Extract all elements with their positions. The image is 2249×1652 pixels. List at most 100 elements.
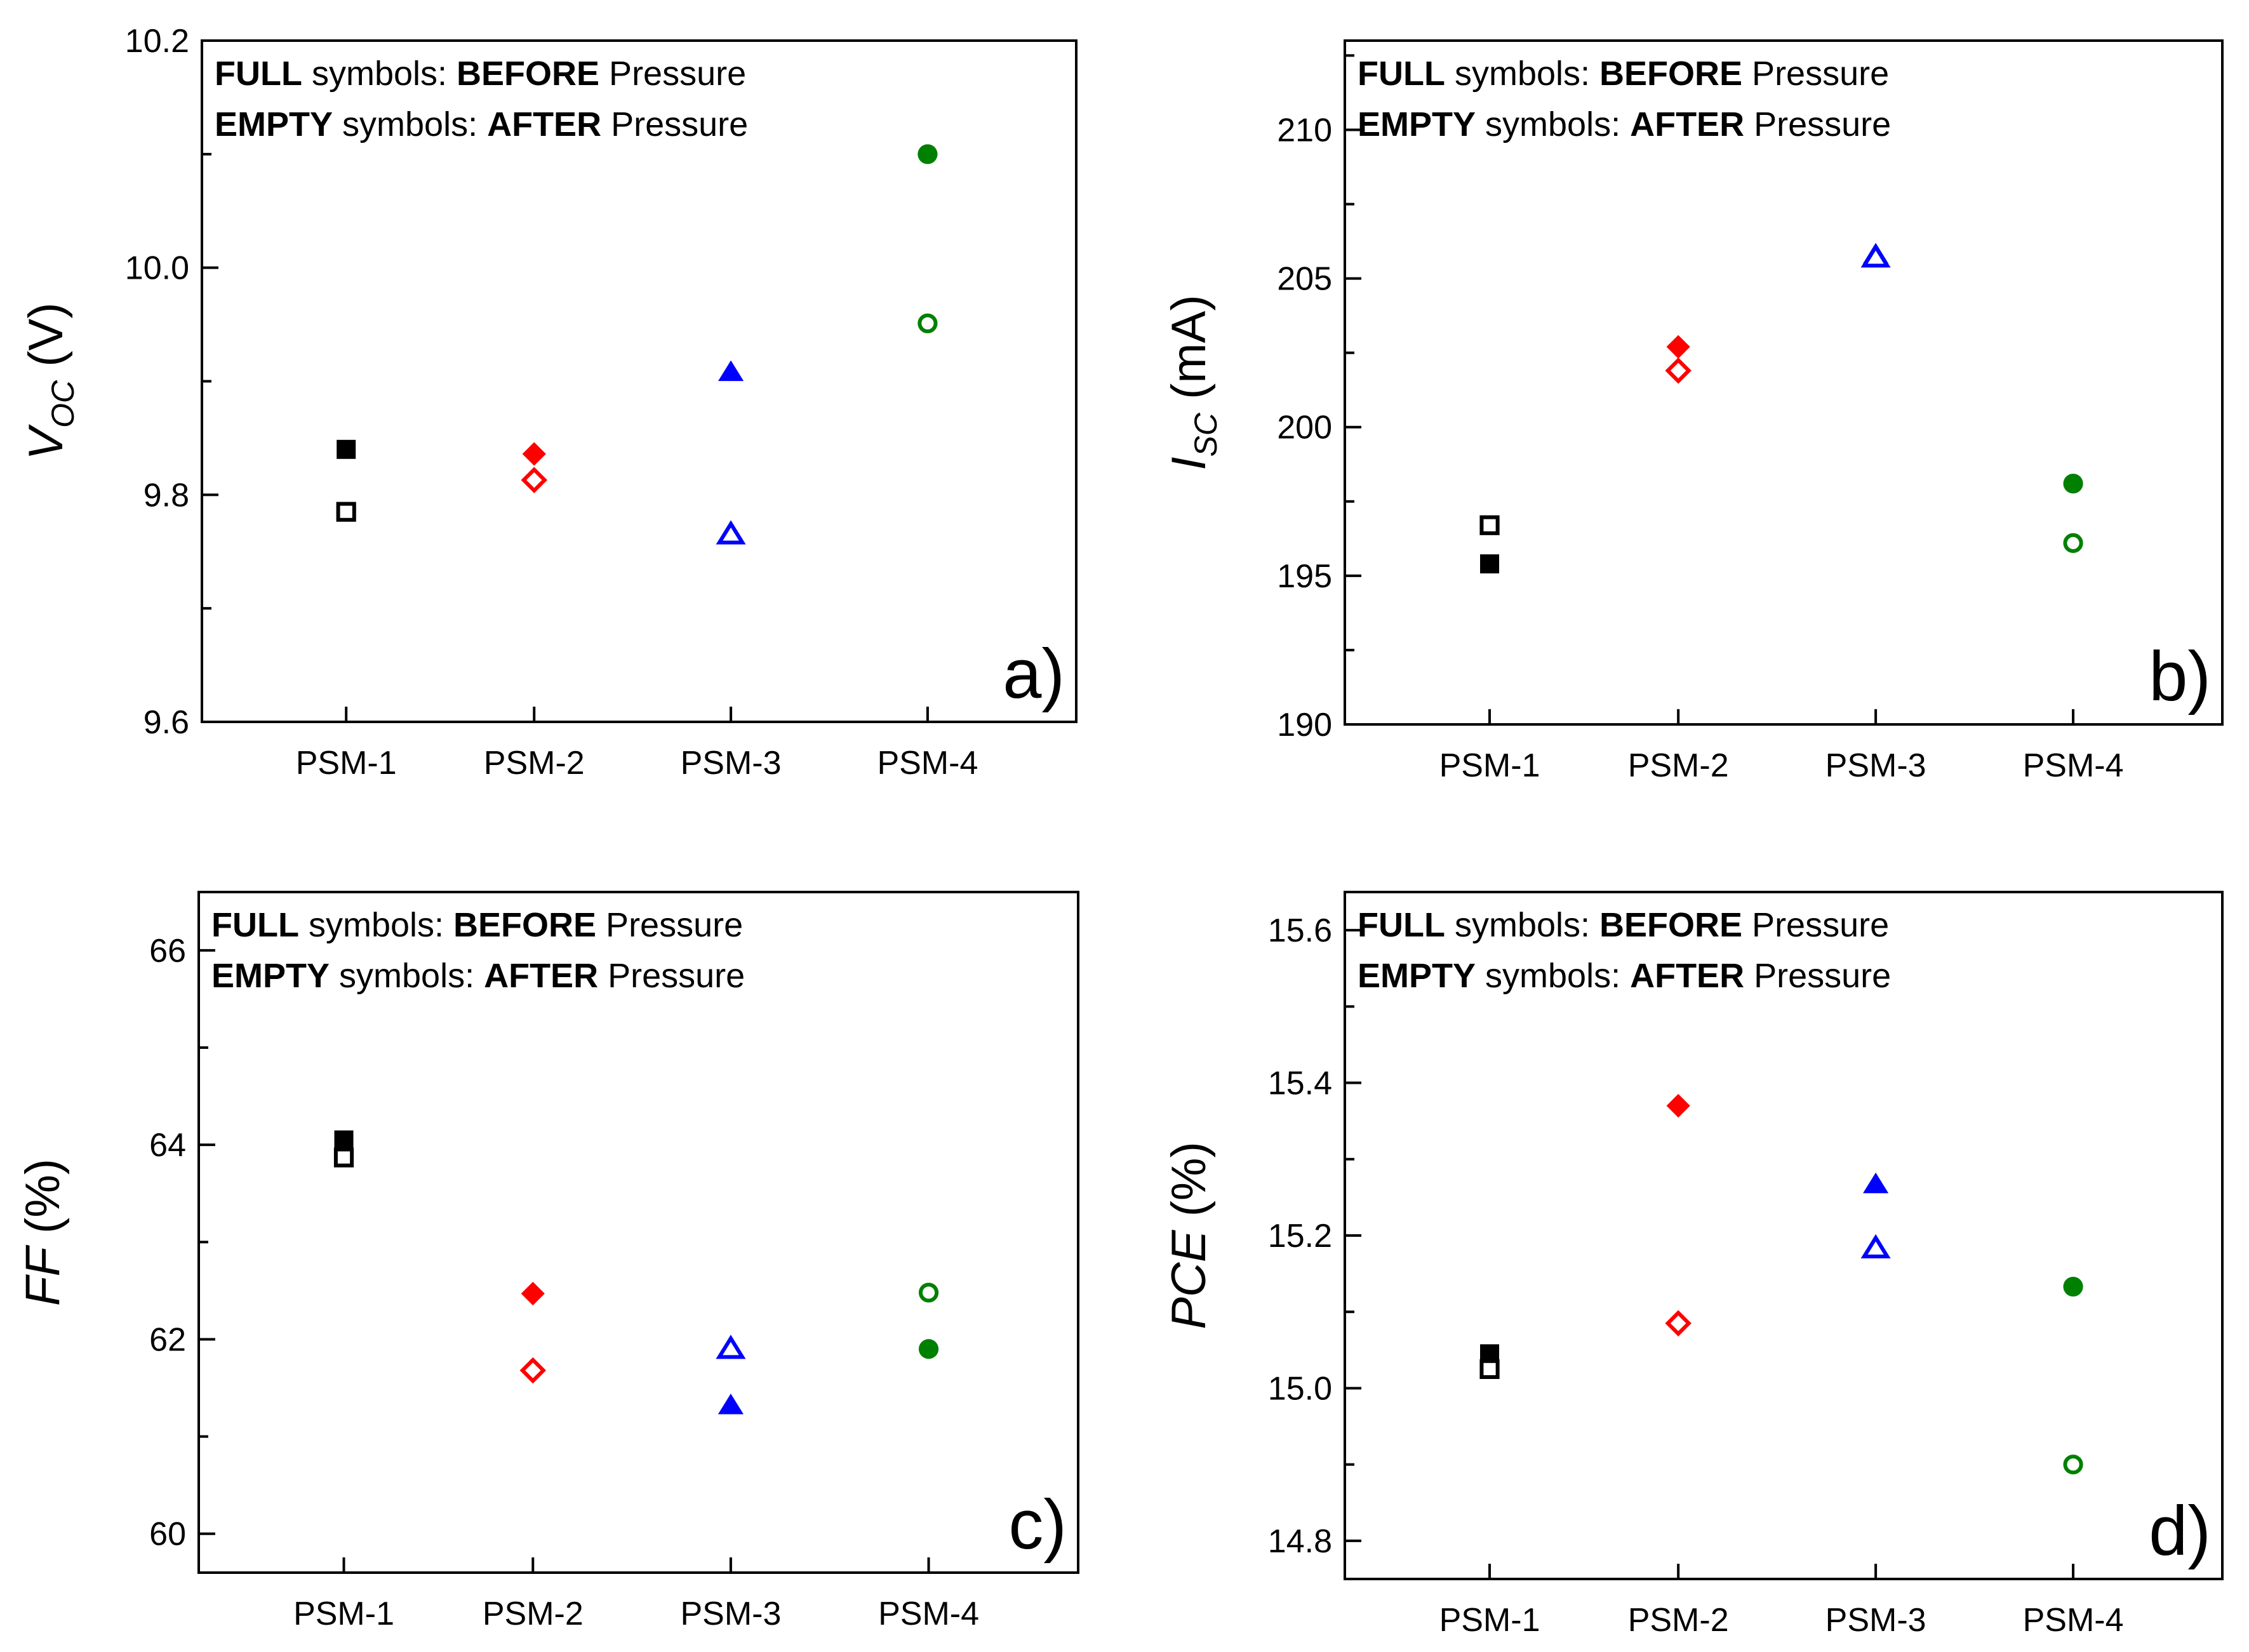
y-axis-label: FF (%) [16, 1159, 70, 1306]
data-point-psm-4-before [918, 144, 938, 164]
legend-line1: FULL symbols: BEFORE Pressure [211, 906, 743, 944]
x-category-label: PSM-2 [1628, 747, 1729, 784]
y-tick-label: 15.2 [1268, 1218, 1332, 1255]
data-point-psm-1-before [334, 1130, 354, 1150]
data-point-psm-3-after [716, 1335, 746, 1359]
data-point-psm-3-after [1860, 243, 1891, 268]
y-axis-symbol: V [19, 424, 73, 460]
y-axis-symbol: I [1162, 457, 1216, 470]
data-point-psm-4-after [918, 313, 938, 333]
plot-frame [1344, 39, 2224, 726]
legend-word: Pressure [601, 105, 748, 143]
data-point-psm-4-before [2063, 474, 2083, 494]
y-axis-unit: (mA) [1162, 295, 1216, 413]
data-point-psm-1-after [336, 502, 356, 522]
y-axis-label: ISC (mA) [1162, 295, 1224, 470]
panel-d: 14.8 15.0 15.2 15.4 15.6 PSM-1 PSM-2 PSM-3 PSM-4… [1162, 891, 2224, 1639]
legend-word: BEFORE [453, 906, 596, 944]
legend-word: FULL [1358, 906, 1445, 944]
x-category-label: PSM-3 [1825, 1602, 1926, 1639]
data-point-psm-1-before [1480, 554, 1500, 574]
legend-word: symbols: [1476, 105, 1630, 143]
panel-a: 9.6 9.8 10.0 10.2 PSM-1 PSM-2 PSM-3 PSM-4 VOC (V… [19, 23, 1078, 782]
legend-word: AFTER [487, 105, 601, 143]
x-category-label: PSM-4 [2023, 1602, 2124, 1639]
data-point-psm-2-after [519, 1357, 547, 1384]
legend-word: FULL [211, 906, 299, 944]
legend-line1: FULL symbols: BEFORE Pressure [1358, 55, 1889, 93]
legend-line1: FULL symbols: BEFORE Pressure [215, 55, 746, 93]
y-tick-label: 210 [1277, 112, 1332, 149]
data-point-psm-1-after [1479, 1359, 1500, 1379]
legend-line2: EMPTY symbols: AFTER Pressure [215, 105, 748, 143]
y-axis-subscript: OC [45, 380, 81, 428]
y-tick-label: 9.6 [143, 704, 189, 741]
y-axis-unit: (%) [16, 1159, 70, 1247]
legend-line2: EMPTY symbols: AFTER Pressure [1358, 957, 1891, 995]
data-point-psm-4-after [2063, 533, 2083, 553]
y-axis-label: PCE (%) [1162, 1142, 1216, 1329]
legend-word: symbols: [299, 906, 453, 944]
y-tick-label: 10.2 [125, 23, 189, 60]
data-point-psm-3-before [1863, 1172, 1889, 1194]
legend-line2: EMPTY symbols: AFTER Pressure [211, 957, 745, 995]
legend-word: AFTER [1630, 957, 1744, 995]
legend-word: symbols: [333, 105, 487, 143]
y-axis-symbol: PCE [1162, 1229, 1216, 1329]
legend-line2: EMPTY symbols: AFTER Pressure [1358, 105, 1891, 143]
legend-word: Pressure [596, 906, 743, 944]
y-tick-label: 62 [149, 1321, 186, 1358]
x-category-label: PSM-1 [293, 1595, 394, 1632]
data-point-psm-4-before [918, 1339, 939, 1359]
y-tick-label: 14.8 [1268, 1523, 1332, 1560]
data-point-psm-3-before [717, 1393, 744, 1415]
data-point-psm-2-after [521, 467, 548, 493]
x-category-label: PSM-1 [296, 745, 397, 782]
data-point-psm-3-before [717, 360, 744, 382]
x-category-label: PSM-1 [1439, 1602, 1540, 1639]
data-point-psm-3-after [1860, 1234, 1891, 1259]
y-tick-label: 15.6 [1268, 912, 1332, 949]
data-point-psm-2-before [1666, 335, 1690, 359]
data-point-psm-2-after [1665, 357, 1692, 384]
panel-c: 60 62 64 66 PSM-1 PSM-2 PSM-3 PSM-4 FF (%) FULL s… [16, 891, 1079, 1632]
y-axis-label: VOC (V) [19, 302, 81, 460]
x-category-label: PSM-1 [1439, 747, 1540, 784]
y-axis-unit: (%) [1162, 1142, 1216, 1230]
legend-word: BEFORE [457, 55, 599, 93]
legend-word: EMPTY [211, 957, 330, 995]
y-axis-symbol: FF [16, 1245, 70, 1306]
data-point-psm-1-after [333, 1147, 354, 1168]
legend-word: Pressure [1742, 55, 1889, 93]
x-category-label: PSM-2 [483, 1595, 584, 1632]
x-category-label: PSM-3 [681, 745, 782, 782]
legend-word: Pressure [1744, 957, 1891, 995]
legend-word: symbols: [1445, 55, 1599, 93]
x-category-label: PSM-3 [1825, 747, 1926, 784]
y-tick-label: 205 [1277, 261, 1332, 298]
panel-label: d) [2149, 1492, 2211, 1570]
y-tick-label: 190 [1277, 707, 1332, 743]
data-point-psm-4-before [2063, 1276, 2083, 1297]
plot-frame [197, 891, 1079, 1574]
legend-word: FULL [1358, 55, 1445, 93]
y-axis-unit: (V) [19, 302, 73, 380]
legend-word: Pressure [599, 55, 746, 93]
data-point-psm-4-after [918, 1282, 939, 1303]
y-tick-label: 10.0 [125, 250, 189, 287]
x-category-label: PSM-4 [2023, 747, 2124, 784]
x-category-label: PSM-4 [878, 1595, 979, 1632]
y-tick-label: 15.0 [1268, 1370, 1332, 1407]
panel-b: 190 195 200 205 210 PSM-1 PSM-2 PSM-3 PSM-4 ISC (… [1162, 39, 2224, 784]
data-point-psm-1-before [337, 439, 356, 459]
data-point-psm-3-after [716, 520, 746, 545]
legend-word: FULL [215, 55, 302, 93]
data-point-psm-2-before [1666, 1094, 1690, 1118]
data-point-psm-2-before [522, 442, 546, 466]
y-tick-label: 64 [149, 1127, 186, 1164]
y-axis-subscript: SC [1188, 412, 1224, 456]
legend-word: symbols: [1476, 957, 1630, 995]
x-category-label: PSM-3 [680, 1595, 781, 1632]
y-tick-label: 15.4 [1268, 1065, 1332, 1102]
